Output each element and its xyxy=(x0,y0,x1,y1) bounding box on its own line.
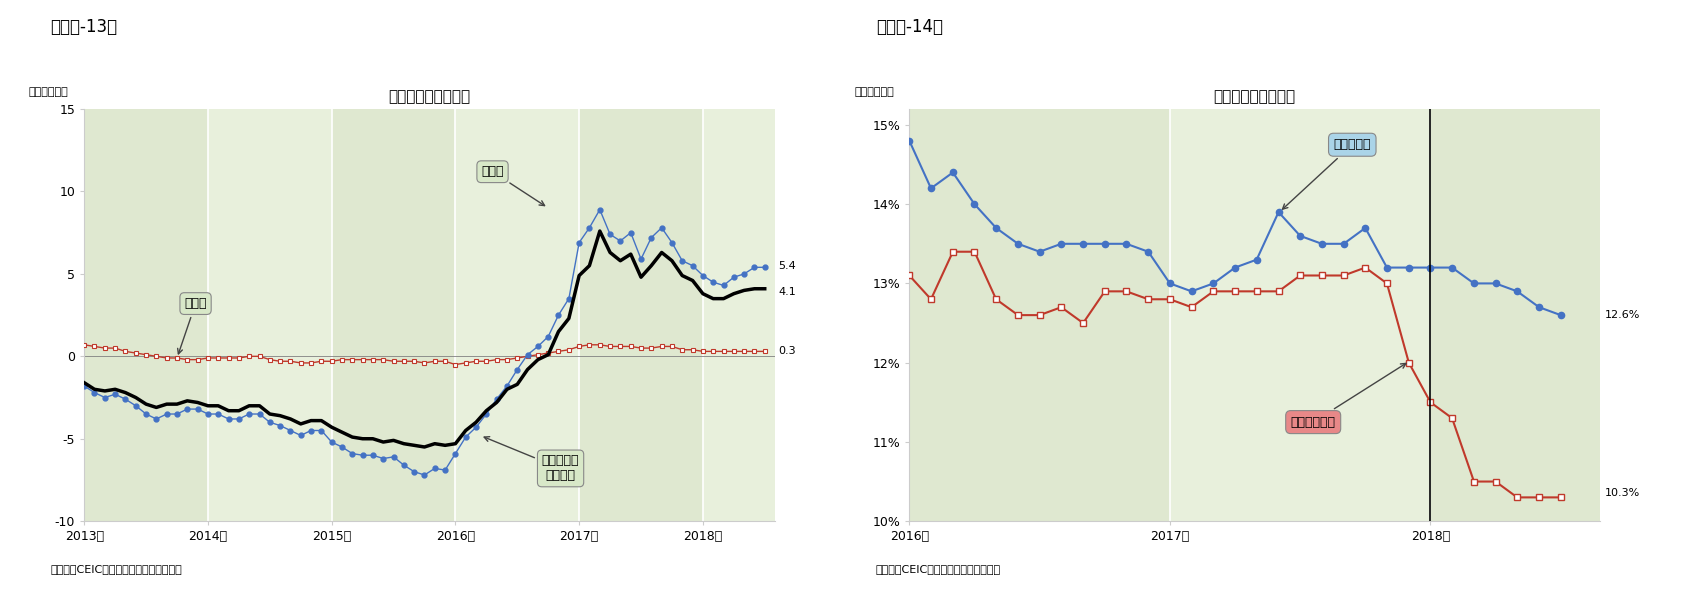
Title: 社会融資総量の推移: 社会融資総量の推移 xyxy=(1214,88,1295,104)
Text: （資料）CEIC（出所は中国人民銀行）: （資料）CEIC（出所は中国人民銀行） xyxy=(876,564,1000,574)
Text: （前年比％）: （前年比％） xyxy=(29,87,69,97)
Bar xyxy=(579,109,702,521)
Text: （資料）CEIC（出所は中国国家統計局）: （資料）CEIC（出所は中国国家統計局） xyxy=(51,564,182,574)
Text: （図表-14）: （図表-14） xyxy=(876,18,943,36)
Bar xyxy=(1430,109,1600,521)
Text: 0.3: 0.3 xyxy=(778,347,797,356)
Text: 4.1: 4.1 xyxy=(778,287,797,297)
Bar xyxy=(1170,109,1430,521)
Bar xyxy=(207,109,332,521)
Bar xyxy=(455,109,579,521)
Text: 10.3%: 10.3% xyxy=(1605,488,1640,498)
Text: 5.4: 5.4 xyxy=(778,261,797,271)
Text: 消費財: 消費財 xyxy=(177,297,207,354)
Text: 工業生産者
出荷価格: 工業生産者 出荷価格 xyxy=(485,437,579,482)
Text: 社会融資総量: 社会融資総量 xyxy=(1290,364,1406,428)
Bar xyxy=(84,109,207,521)
Text: 12.6%: 12.6% xyxy=(1605,310,1640,320)
Title: 工業生産者出荷価格: 工業生産者出荷価格 xyxy=(389,88,470,104)
Text: 生産財: 生産財 xyxy=(482,165,544,205)
Text: （前年比％）: （前年比％） xyxy=(854,87,894,97)
Text: （図表-13）: （図表-13） xyxy=(51,18,118,36)
Bar xyxy=(332,109,455,521)
Text: 元建て融資: 元建て融資 xyxy=(1283,138,1371,209)
Bar xyxy=(702,109,775,521)
Bar xyxy=(909,109,1170,521)
